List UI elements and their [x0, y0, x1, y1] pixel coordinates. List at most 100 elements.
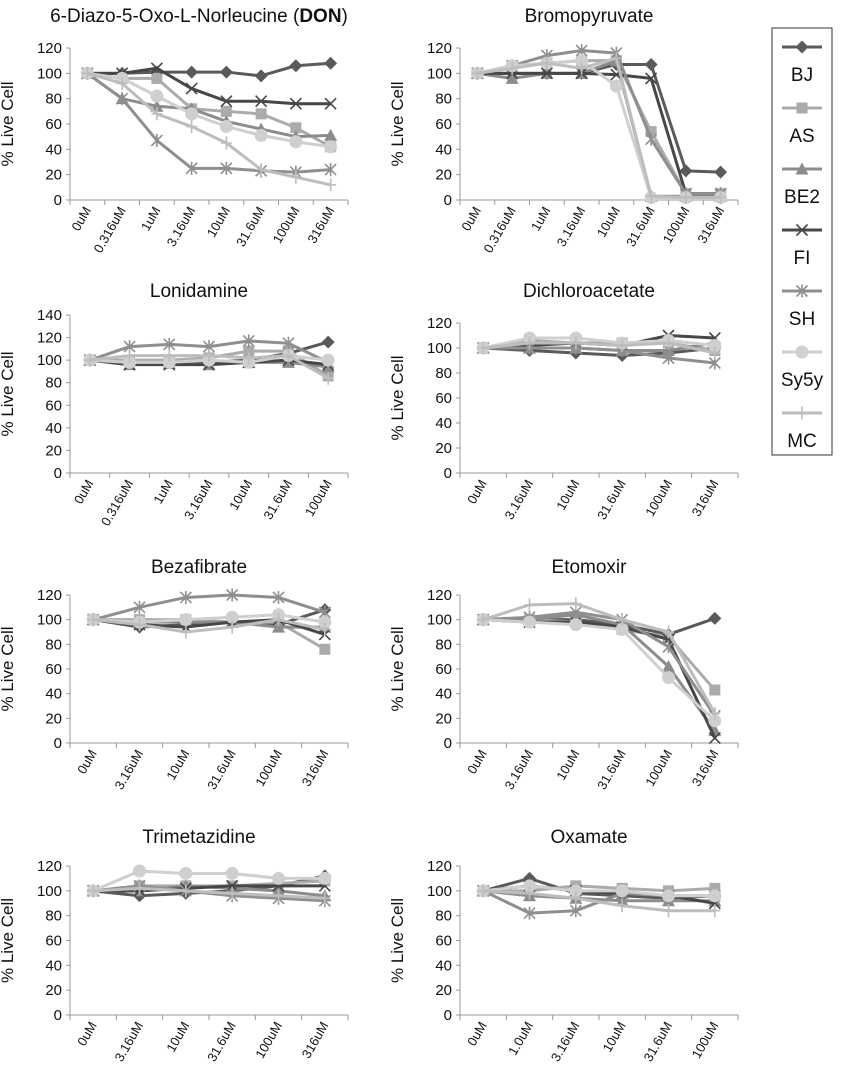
- point-FI-marker: [289, 97, 302, 110]
- point-MC-marker: [715, 190, 727, 204]
- point-Sy5y-marker: [523, 615, 536, 629]
- series-line-BE2: [86, 72, 331, 139]
- point-FI-marker: [226, 879, 239, 892]
- point-Sy5y-marker: [185, 107, 199, 121]
- x-tick-label: 316uM: [689, 747, 722, 789]
- point-MC-marker: [524, 336, 535, 350]
- point-BE2-marker: [662, 660, 675, 673]
- point-Sy5y-marker: [708, 714, 722, 728]
- point-BJ-marker: [714, 165, 728, 179]
- y-tick-label: 40: [435, 686, 452, 703]
- x-tick-label: 1uM: [150, 477, 176, 506]
- x-tick-label: 0.316uM: [90, 204, 128, 255]
- x-tick-label: 316uM: [689, 477, 722, 519]
- series-MC: [477, 884, 721, 918]
- y-tick-label: 0: [444, 465, 452, 482]
- point-BJ-marker: [324, 56, 338, 70]
- y-tick-label: 20: [45, 982, 62, 999]
- y-tick-label: 80: [45, 636, 62, 653]
- series-line-Sy5y: [92, 869, 325, 893]
- point-AS-marker: [290, 122, 302, 134]
- point-MC-marker: [663, 336, 674, 350]
- point-AS-marker: [151, 72, 163, 84]
- point-MC-marker: [645, 189, 657, 203]
- point-BJ-marker: [708, 611, 722, 625]
- point-Sy5y-marker: [708, 889, 722, 903]
- x-tick-label: 1uM: [138, 204, 164, 233]
- x-tick-label: 31.6uM: [623, 204, 658, 249]
- y-tick-label: 40: [45, 957, 62, 974]
- y-axis-label: % Live Cell: [0, 898, 17, 983]
- point-FI-marker: [645, 72, 658, 85]
- point-MC-marker: [663, 904, 674, 918]
- series-MC: [81, 66, 337, 192]
- series-line-MC: [93, 886, 325, 900]
- point-BE2-marker: [662, 344, 675, 356]
- point-MC-marker: [84, 353, 96, 367]
- x-tick-label: 316uM: [694, 204, 727, 246]
- point-MC-marker: [87, 613, 99, 627]
- y-tick-label: 20: [435, 440, 452, 457]
- point-Sy5y-marker: [609, 79, 623, 93]
- y-axis-label: % Live Cell: [388, 355, 407, 440]
- chart-title-part: 6-Diazo-5-Oxo-L-Norleucine (: [50, 6, 300, 27]
- series-line-FI: [483, 618, 717, 739]
- legend-entry-Sy5y: Sy5y: [781, 345, 824, 391]
- x-tick-label: 3.16uM: [111, 747, 146, 792]
- point-Sy5y-marker: [318, 871, 332, 885]
- legend-entry-BE2: BE2: [782, 162, 822, 208]
- chart-title: Etomoxir: [552, 557, 628, 578]
- y-tick-label: 40: [45, 141, 62, 158]
- point-MC-marker: [616, 899, 628, 913]
- point-Sy5y-marker: [318, 615, 332, 629]
- point-Sy5y-marker: [569, 618, 583, 632]
- x-tick-label: 0uM: [68, 204, 94, 233]
- y-tick-label: 20: [45, 167, 62, 184]
- x-tick-label: 3.16uM: [501, 477, 536, 522]
- y-tick-label: 40: [45, 420, 62, 437]
- series-line-AS: [483, 884, 715, 893]
- point-MC-marker: [87, 884, 99, 898]
- point-MC-marker: [709, 706, 721, 720]
- x-tick-label: 31.6uM: [260, 477, 295, 522]
- series-line-Sy5y: [482, 336, 715, 350]
- point-MC-marker: [576, 61, 588, 75]
- point-SH-marker: [645, 132, 658, 146]
- point-BJ-marker: [185, 65, 199, 79]
- series-line-SH: [483, 610, 717, 717]
- y-tick-label: 20: [45, 442, 62, 459]
- point-MC-marker: [319, 891, 331, 905]
- y-tick-label: 0: [54, 465, 62, 482]
- series-line-MC: [483, 341, 716, 355]
- legend-entry-SH: SH: [782, 284, 822, 330]
- point-MC-marker: [226, 620, 238, 634]
- x-tick-label: 10uM: [594, 204, 623, 240]
- y-tick-label: 60: [435, 116, 452, 133]
- x-tick-label: 316uM: [299, 747, 332, 789]
- point-MC-marker: [180, 625, 192, 639]
- legend-entry-FI: FI: [782, 223, 822, 269]
- point-SH-marker: [662, 640, 675, 654]
- x-tick-label: 100uM: [660, 204, 693, 246]
- series-MC: [87, 613, 331, 639]
- y-tick-label: 80: [435, 91, 452, 108]
- y-tick-label: 100: [427, 65, 452, 82]
- y-tick-label: 100: [427, 883, 452, 900]
- point-SH-marker: [272, 590, 285, 604]
- point-SH-marker: [163, 337, 176, 351]
- x-tick-label: 0uM: [464, 1019, 490, 1048]
- y-tick-label: 140: [37, 307, 62, 324]
- point-MC-marker: [610, 51, 622, 65]
- series-Sy5y: [476, 613, 722, 728]
- legend-entry-AS: AS: [782, 102, 822, 147]
- y-tick-label: 120: [427, 40, 452, 57]
- legend-BE2-marker: [795, 162, 809, 175]
- y-tick-label: 120: [37, 330, 62, 347]
- chart-title: Lonidamine: [150, 281, 248, 302]
- x-tick-label: 3.16uM: [164, 204, 199, 249]
- point-Sy5y-marker: [569, 884, 583, 898]
- point-FI-marker: [185, 82, 198, 95]
- x-tick-label: 3.16uM: [111, 1019, 146, 1064]
- x-tick-label: 316uM: [299, 1019, 332, 1061]
- point-MC-marker: [282, 349, 294, 363]
